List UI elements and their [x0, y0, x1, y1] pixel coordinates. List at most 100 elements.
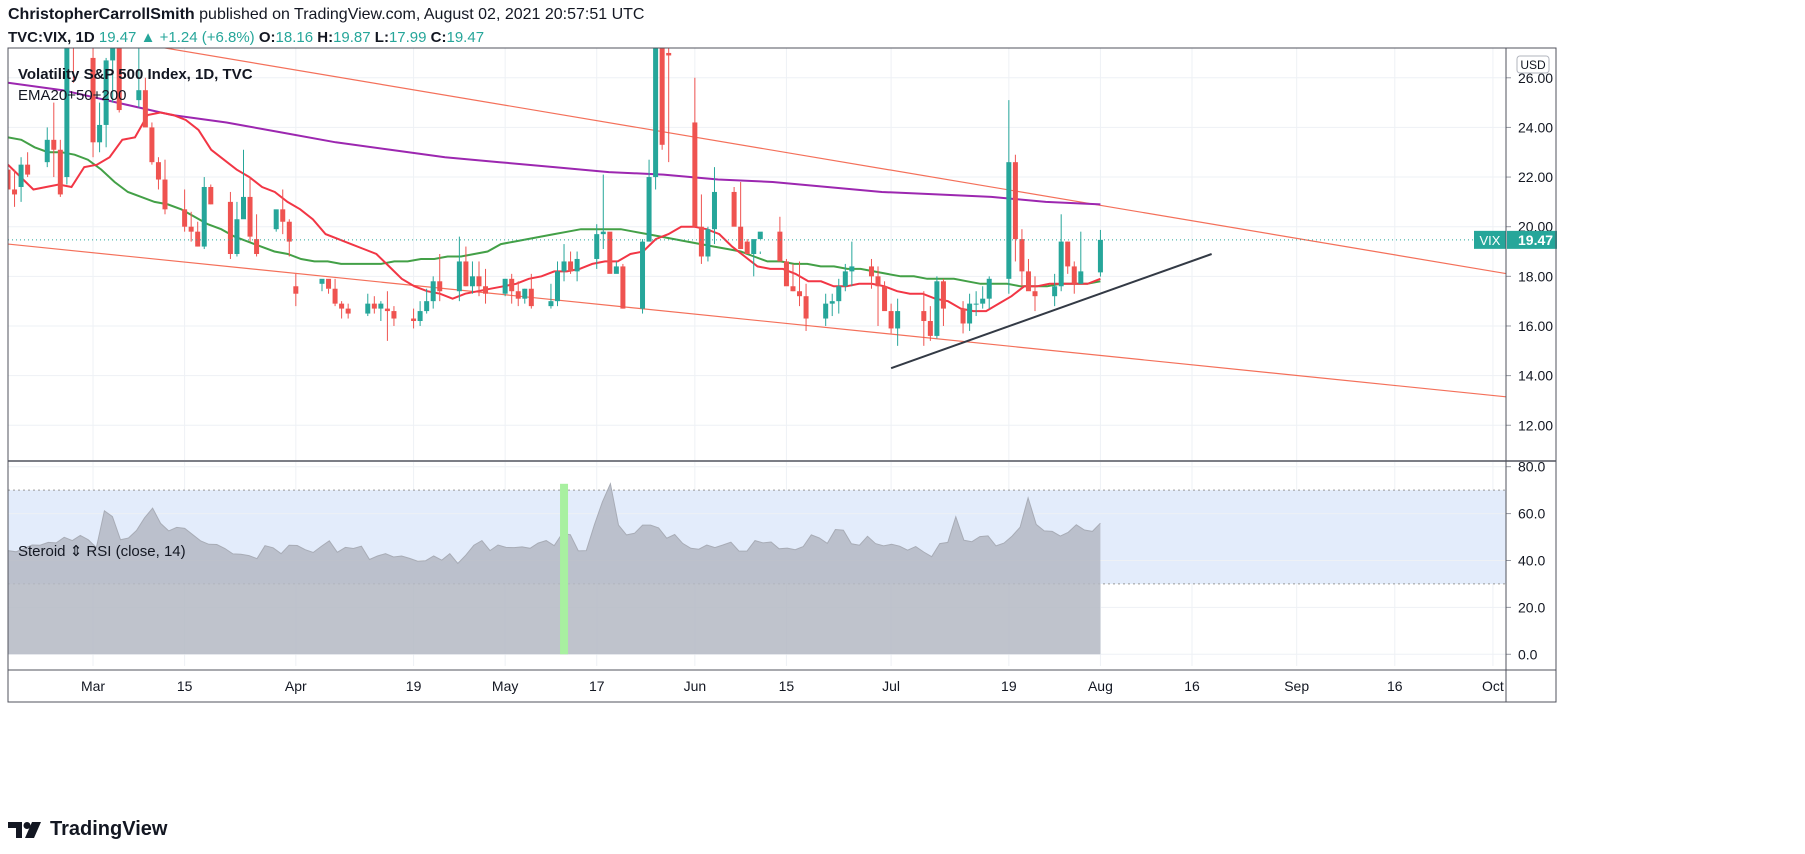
- candle-body: [188, 226, 194, 232]
- candle-body: [430, 281, 436, 302]
- price-change: +1.24 (+6.8%): [159, 29, 255, 46]
- y-tick-label: 16.00: [1518, 318, 1553, 334]
- candle-body: [960, 308, 966, 324]
- x-tick-label: Jun: [684, 678, 707, 694]
- candle-body: [384, 308, 390, 312]
- candle-body: [509, 278, 515, 292]
- candle-body: [790, 286, 796, 292]
- candle-body: [594, 234, 600, 259]
- rsi-y-tick-label: 80.0: [1518, 459, 1545, 475]
- x-tick-label: Mar: [81, 678, 105, 694]
- candle-body: [607, 231, 613, 274]
- x-tick-label: Jul: [882, 678, 900, 694]
- candle-body: [1006, 162, 1012, 279]
- close-value: 19.47: [446, 29, 485, 46]
- candle-body: [738, 226, 744, 250]
- candle-body: [757, 231, 763, 240]
- rsi-area: [8, 483, 1101, 655]
- support-trendline[interactable]: [890, 253, 1212, 370]
- candle-body: [934, 281, 940, 336]
- quote-header: TVC:VIX, 1D 19.47 ▲ +1.24 (+6.8%) O:18.1…: [8, 29, 484, 46]
- close-label: C:: [430, 29, 447, 46]
- price-tag-symbol-bg: [1474, 230, 1506, 249]
- x-tick-label: 19: [406, 678, 422, 694]
- price-tag-value: 19.47: [1518, 232, 1553, 248]
- candle-body: [411, 318, 417, 322]
- rsi-y-tick-label: 0.0: [1518, 646, 1538, 662]
- rsi-y-tick-label: 20.0: [1518, 599, 1545, 615]
- candle-body: [528, 288, 534, 307]
- candle-body: [247, 196, 253, 237]
- x-tick-label: 15: [177, 678, 193, 694]
- candle-body: [783, 261, 789, 287]
- candle-body: [12, 189, 18, 195]
- candle-body: [1071, 266, 1077, 284]
- candle-body: [973, 303, 979, 305]
- candle-body: [286, 221, 292, 242]
- ema20-line: [8, 111, 1101, 313]
- candle-body: [8, 169, 11, 190]
- candle-body: [620, 266, 626, 309]
- rsi-overbought-highlight: [560, 483, 569, 655]
- high-label: H:: [317, 29, 334, 46]
- candle-body: [18, 164, 24, 187]
- y-tick-label: 24.00: [1518, 119, 1553, 135]
- x-tick-label: 15: [779, 678, 795, 694]
- currency-box[interactable]: [1516, 55, 1550, 74]
- candle-body: [25, 164, 31, 175]
- candle-body: [927, 321, 933, 336]
- candle-body: [234, 219, 240, 254]
- x-tick-label: Aug: [1088, 678, 1113, 694]
- candle-body: [829, 301, 835, 304]
- tradingview-logo-text: TradingView: [50, 818, 168, 840]
- candle-body: [326, 278, 332, 289]
- candle-body: [97, 124, 103, 143]
- x-tick-label: Apr: [285, 678, 307, 694]
- candle-body: [640, 241, 646, 309]
- rsi-y-tick-label: 40.0: [1518, 552, 1545, 568]
- candle-body: [51, 139, 57, 150]
- candle-body: [240, 196, 246, 220]
- y-tick-label: 18.00: [1518, 268, 1553, 284]
- candle-body: [849, 266, 855, 272]
- candle-body: [751, 239, 757, 254]
- author-name[interactable]: ChristopherCarrollSmith: [8, 6, 195, 23]
- price-layer: [8, 22, 1506, 398]
- candle-body: [515, 291, 521, 299]
- candle-body: [162, 179, 168, 210]
- channel-upper-line[interactable]: [8, 22, 1506, 275]
- high-value: 19.87: [333, 29, 371, 46]
- candle-body: [339, 303, 345, 309]
- candle-body: [391, 311, 397, 319]
- tradingview-logo[interactable]: TradingView: [8, 818, 167, 841]
- channel-lower-line[interactable]: [8, 243, 1506, 398]
- candle-body: [116, 48, 122, 111]
- candle-body: [155, 162, 161, 180]
- candle-body: [986, 278, 992, 299]
- candle-body: [875, 276, 881, 287]
- candle-body: [868, 266, 874, 277]
- candle-body: [653, 48, 659, 178]
- candle-body: [1032, 291, 1038, 297]
- candle-body: [319, 278, 325, 284]
- candle-body: [842, 271, 848, 287]
- currency-label: USD: [1520, 58, 1546, 72]
- candle-body: [888, 311, 894, 329]
- y-tick-label: 20.00: [1518, 219, 1553, 235]
- y-tick-label: 14.00: [1518, 368, 1553, 384]
- candle-body: [731, 191, 737, 227]
- candle-body: [44, 139, 50, 163]
- open-label: O:: [258, 29, 276, 46]
- x-tick-label: 16: [1184, 678, 1200, 694]
- candle-body: [136, 90, 142, 101]
- candle-body: [940, 281, 946, 309]
- candle-body: [142, 90, 148, 128]
- ema-legend: EMA20+50+200: [18, 87, 127, 104]
- x-tick-label: 16: [1387, 678, 1403, 694]
- candle-body: [711, 191, 717, 230]
- x-tick-label: Oct: [1482, 678, 1504, 694]
- candle-body: [57, 149, 63, 195]
- candle-body: [613, 266, 619, 274]
- candle-body: [1019, 239, 1025, 272]
